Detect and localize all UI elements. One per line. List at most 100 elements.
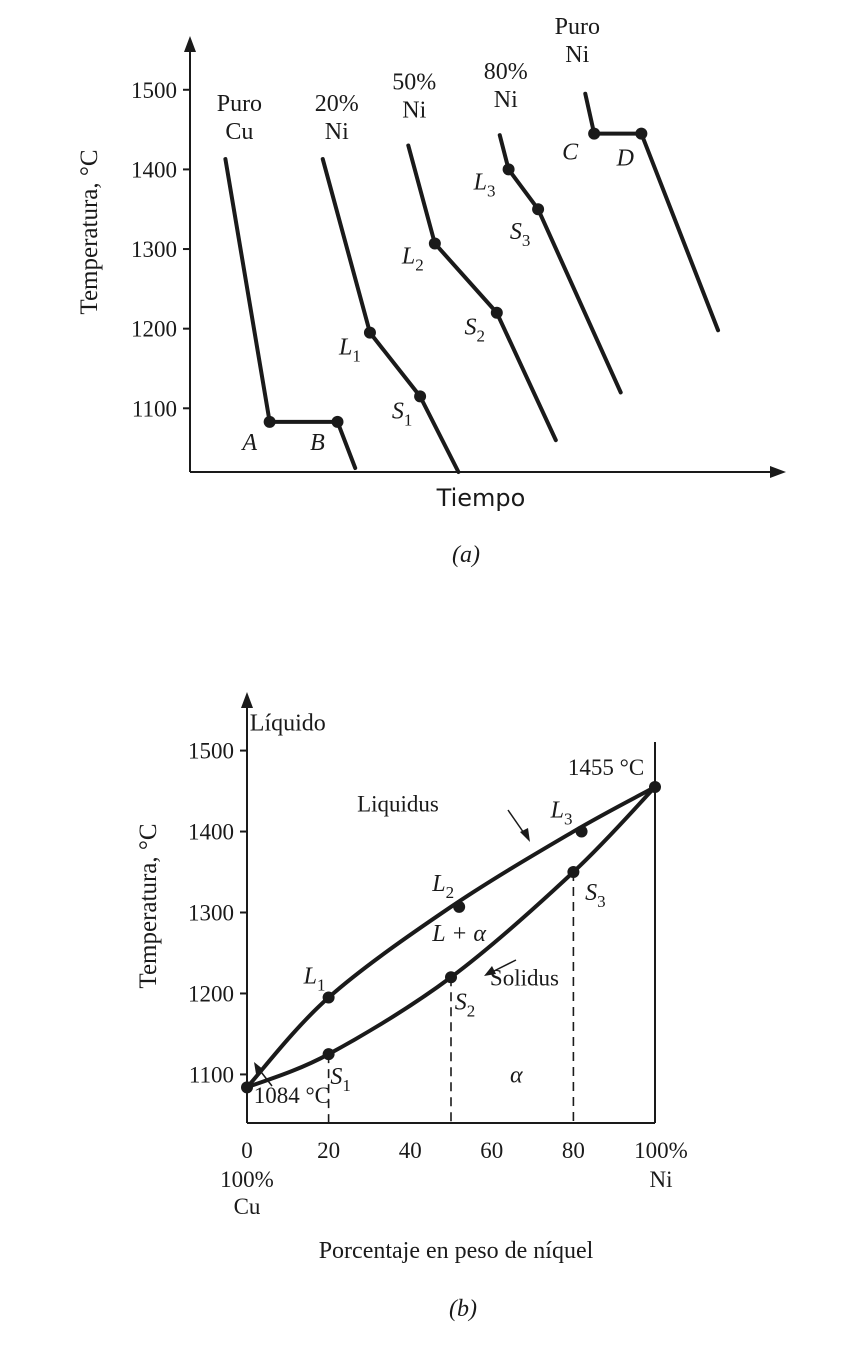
y-tick-label-b: 1400 [188,820,234,845]
curve-label: Ni [565,42,589,68]
curve-point [588,127,601,140]
curve-label: Ni [325,119,349,145]
point-label: L2 [431,871,454,902]
annotation-label: Solidus [490,965,559,990]
solidus-pointer [491,959,517,973]
phase-point [567,866,580,879]
curve-point [414,390,427,403]
solidus-pointer-head [484,966,496,976]
phase-point [322,991,335,1004]
y-tick-label-a: 1400 [131,157,177,182]
phase-point [445,971,457,984]
curve-point [428,237,441,250]
point-label: S1 [330,1064,351,1095]
curve-label: Puro [555,14,600,40]
x-tick-label-b: 100% [634,1138,688,1163]
x-tick-label-b: 20 [317,1138,340,1163]
phase-point [322,1048,335,1061]
point-label: S3 [510,219,531,250]
region-label: Líquido [250,710,326,736]
cooling-curve [320,157,461,474]
x-tick-label-b: 0 [241,1138,253,1163]
ni-melting-point [649,781,661,794]
y-axis-arrow-b [241,692,253,708]
curve-point [635,127,648,140]
y-ticks-b: 1100 1200 1300 1400 1500 [188,739,247,1087]
y-tick-label-a: 1300 [131,237,177,262]
curve-label: 20% [315,91,359,117]
point-label: A [240,430,257,456]
y-tick-label-a: 1200 [131,317,177,342]
point-label: C [562,140,579,166]
curve-label: Puro [217,91,262,117]
y-tick-label-a: 1500 [131,78,177,103]
y-axis-arrow-a [184,36,196,52]
curve-point [490,306,503,319]
x-tick-label-b: 40 [399,1138,422,1163]
region-labels: Líquido L + α α [250,710,523,1088]
point-label: L3 [473,169,496,200]
panel-label-a: (a) [452,542,480,568]
x-axis-arrow-a [770,466,786,478]
point-label: L1 [338,335,361,366]
curve-point [331,415,344,428]
cooling-curve [583,91,721,333]
region-label: α [510,1063,523,1089]
y-tick-label-b: 1100 [189,1062,234,1087]
curve-label: Cu [225,119,253,145]
y-tick-label-a: 1100 [132,396,177,421]
melt-cu-pointer-head [254,1062,264,1074]
curve-point [263,415,276,428]
point-label: L1 [303,964,326,995]
curve-label: 80% [484,59,528,85]
phase-point [453,900,466,913]
region-label: L + α [431,921,486,947]
panel-label-b: (b) [449,1296,477,1322]
curve-point [502,163,515,176]
annotation-label: 1084 °C [254,1083,330,1108]
cooling-curve [497,133,623,395]
point-label: B [310,430,325,456]
cooling-curve [223,157,358,471]
annotation-label: Liquidus [357,791,439,816]
y-axis-label-b: Temperatura, °C [135,823,162,988]
point-label: S2 [465,315,486,346]
point-label: S2 [455,989,476,1020]
liquidus-curve [245,785,657,1090]
curve-label: 50% [392,70,436,96]
annotations: Liquidus Solidus 1455 °C 1084 °C [254,755,644,1108]
y-tick-label-b: 1300 [188,901,234,926]
x-tick-label-b: 80 [562,1138,585,1163]
y-tick-label-b: 1500 [188,739,234,764]
liquidus-pointer-head [520,828,530,842]
curve-label: Ni [494,87,518,113]
y-tick-label-b: 1200 [188,981,234,1006]
phase-boundaries: L1 L2 L3 S1 S2 S3 [241,781,661,1095]
y-axis-label-a: Temperatura, °C [76,149,103,314]
x-end-label-left: 100% [220,1167,274,1192]
y-ticks-a: 1100 1200 1300 1400 1500 [131,78,190,421]
point-label: L3 [550,798,573,829]
point-label: D [616,146,634,172]
curve-point [532,203,545,216]
x-end-label-right: Ni [650,1167,673,1192]
curve-point [363,326,376,339]
x-tick-label-b: 60 [480,1138,503,1163]
phase-point [575,825,588,838]
x-axis-label-a: Tiempo [436,484,526,512]
x-axis-label-b: Porcentaje en peso de níquel [319,1238,594,1264]
cooling-curve [406,143,558,443]
point-label: S1 [392,398,413,429]
cu-melting-point [241,1081,253,1094]
annotation-label: 1455 °C [568,755,644,780]
point-label: S3 [585,880,606,911]
x-end-label-left: Cu [234,1194,261,1219]
dashed-guides [327,872,575,1123]
curve-label: Ni [402,98,426,124]
point-label: L2 [401,243,424,274]
